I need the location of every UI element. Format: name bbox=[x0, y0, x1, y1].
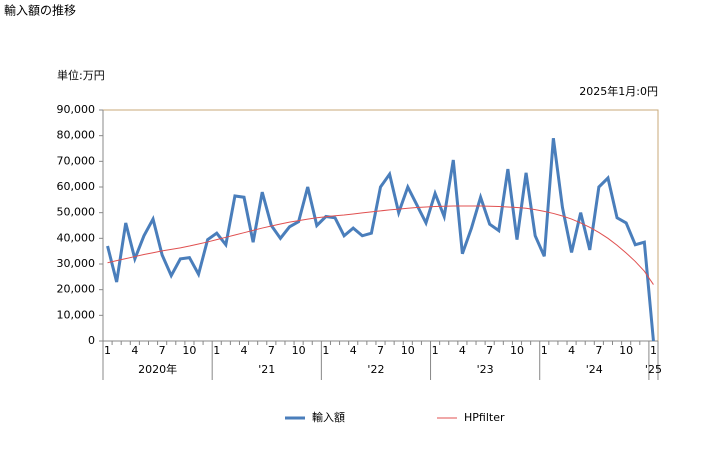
y-tick-label: 20,000 bbox=[57, 283, 96, 296]
x-tick-label: 7 bbox=[486, 344, 493, 357]
y-tick-label: 50,000 bbox=[57, 206, 96, 219]
annotation: 2025年1月:0円 bbox=[579, 84, 658, 98]
x-tick-label: 7 bbox=[159, 344, 166, 357]
x-tick-label: 7 bbox=[268, 344, 275, 357]
legend-label: HPfilter bbox=[464, 411, 505, 424]
x-tick-label: 1 bbox=[541, 344, 548, 357]
legend-label: 輸入額 bbox=[312, 410, 345, 424]
x-tick-label: 1 bbox=[432, 344, 439, 357]
year-label: '22 bbox=[367, 363, 384, 376]
y-tick-label: 40,000 bbox=[57, 231, 96, 244]
x-tick-label: 10 bbox=[182, 344, 196, 357]
y-tick-label: 60,000 bbox=[57, 180, 96, 193]
x-tick-label: 10 bbox=[510, 344, 524, 357]
plot-frame bbox=[102, 109, 659, 342]
x-tick-label: 4 bbox=[459, 344, 466, 357]
x-tick-label: 4 bbox=[350, 344, 357, 357]
year-label: '25 bbox=[645, 363, 662, 376]
year-label: '24 bbox=[586, 363, 603, 376]
series-line bbox=[106, 138, 655, 342]
year-label: 2020年 bbox=[138, 362, 177, 376]
x-tick-label: 7 bbox=[595, 344, 602, 357]
x-tick-label: 4 bbox=[131, 344, 138, 357]
series-line bbox=[107, 205, 654, 285]
y-tick-label: 80,000 bbox=[57, 129, 96, 142]
y-tick-label: 90,000 bbox=[57, 103, 96, 116]
x-tick-label: 1 bbox=[322, 344, 329, 357]
x-tick-label: 10 bbox=[401, 344, 415, 357]
x-tick-label: 4 bbox=[568, 344, 575, 357]
x-tick-label: 7 bbox=[377, 344, 384, 357]
x-tick-label: 10 bbox=[619, 344, 633, 357]
y-tick-label: 30,000 bbox=[57, 257, 96, 270]
year-label: '21 bbox=[258, 363, 275, 376]
x-tick-label: 1 bbox=[650, 344, 657, 357]
chart-title: 輸入額の推移 bbox=[4, 3, 76, 18]
year-label: '23 bbox=[477, 363, 494, 376]
y-tick-label: 0 bbox=[88, 334, 95, 347]
x-tick-label: 4 bbox=[241, 344, 248, 357]
x-tick-label: 10 bbox=[292, 344, 306, 357]
y-tick-label: 10,000 bbox=[57, 308, 96, 321]
x-tick-label: 1 bbox=[104, 344, 111, 357]
y-tick-label: 70,000 bbox=[57, 154, 96, 167]
unit-note: 単位:万円 bbox=[57, 68, 105, 82]
x-tick-label: 1 bbox=[213, 344, 220, 357]
